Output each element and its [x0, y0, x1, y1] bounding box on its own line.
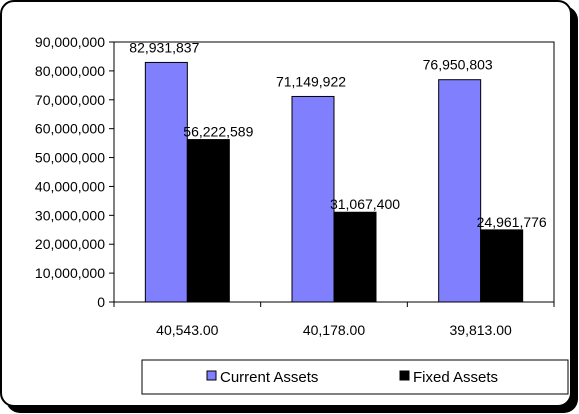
legend: Current Assets Fixed Assets	[141, 359, 569, 395]
data-labels: 82,931,837 71,149,922 76,950,803 56,222,589…	[129, 39, 547, 229]
x-tick-label: 40,178.00	[303, 322, 365, 338]
y-tick-label: 0	[97, 294, 105, 310]
y-tick-label: 90,000,000	[35, 34, 105, 50]
legend-swatch	[206, 370, 217, 381]
data-label: 71,149,922	[276, 73, 346, 89]
y-tick-label: 80,000,000	[35, 63, 105, 79]
data-label: 31,067,400	[330, 196, 400, 212]
data-label: 76,950,803	[423, 57, 493, 73]
y-tick-label: 20,000,000	[35, 236, 105, 252]
y-tick-label: 70,000,000	[35, 92, 105, 108]
y-tick-label: 10,000,000	[35, 265, 105, 281]
bar-current-assets	[438, 79, 482, 303]
x-tick-label: 40,543.00	[156, 322, 218, 338]
bar-fixed-assets	[333, 211, 377, 303]
y-tick-label: 30,000,000	[35, 207, 105, 223]
legend-label: Fixed Assets	[413, 369, 498, 386]
y-tick-label: 40,000,000	[35, 178, 105, 194]
data-label: 24,961,776	[477, 214, 547, 230]
legend-box	[141, 359, 569, 395]
y-tick-label: 60,000,000	[35, 121, 105, 137]
data-label: 82,931,837	[129, 39, 199, 55]
legend-swatch	[399, 370, 410, 381]
bar-fixed-assets	[480, 229, 524, 303]
y-tick-label: 50,000,000	[35, 150, 105, 166]
legend-label: Current Assets	[220, 369, 318, 386]
y-axis: 0 10,000,000 20,000,000 30,000,000 40,000,00…	[35, 34, 114, 310]
bar-current-assets	[291, 95, 335, 303]
data-label: 56,222,589	[183, 124, 253, 140]
bar-fixed-assets	[186, 139, 230, 303]
x-axis: 40,543.00 40,178.00 39,813.00	[113, 302, 555, 338]
bars	[144, 61, 524, 303]
bar-current-assets	[144, 61, 188, 303]
x-tick-label: 39,813.00	[450, 322, 512, 338]
